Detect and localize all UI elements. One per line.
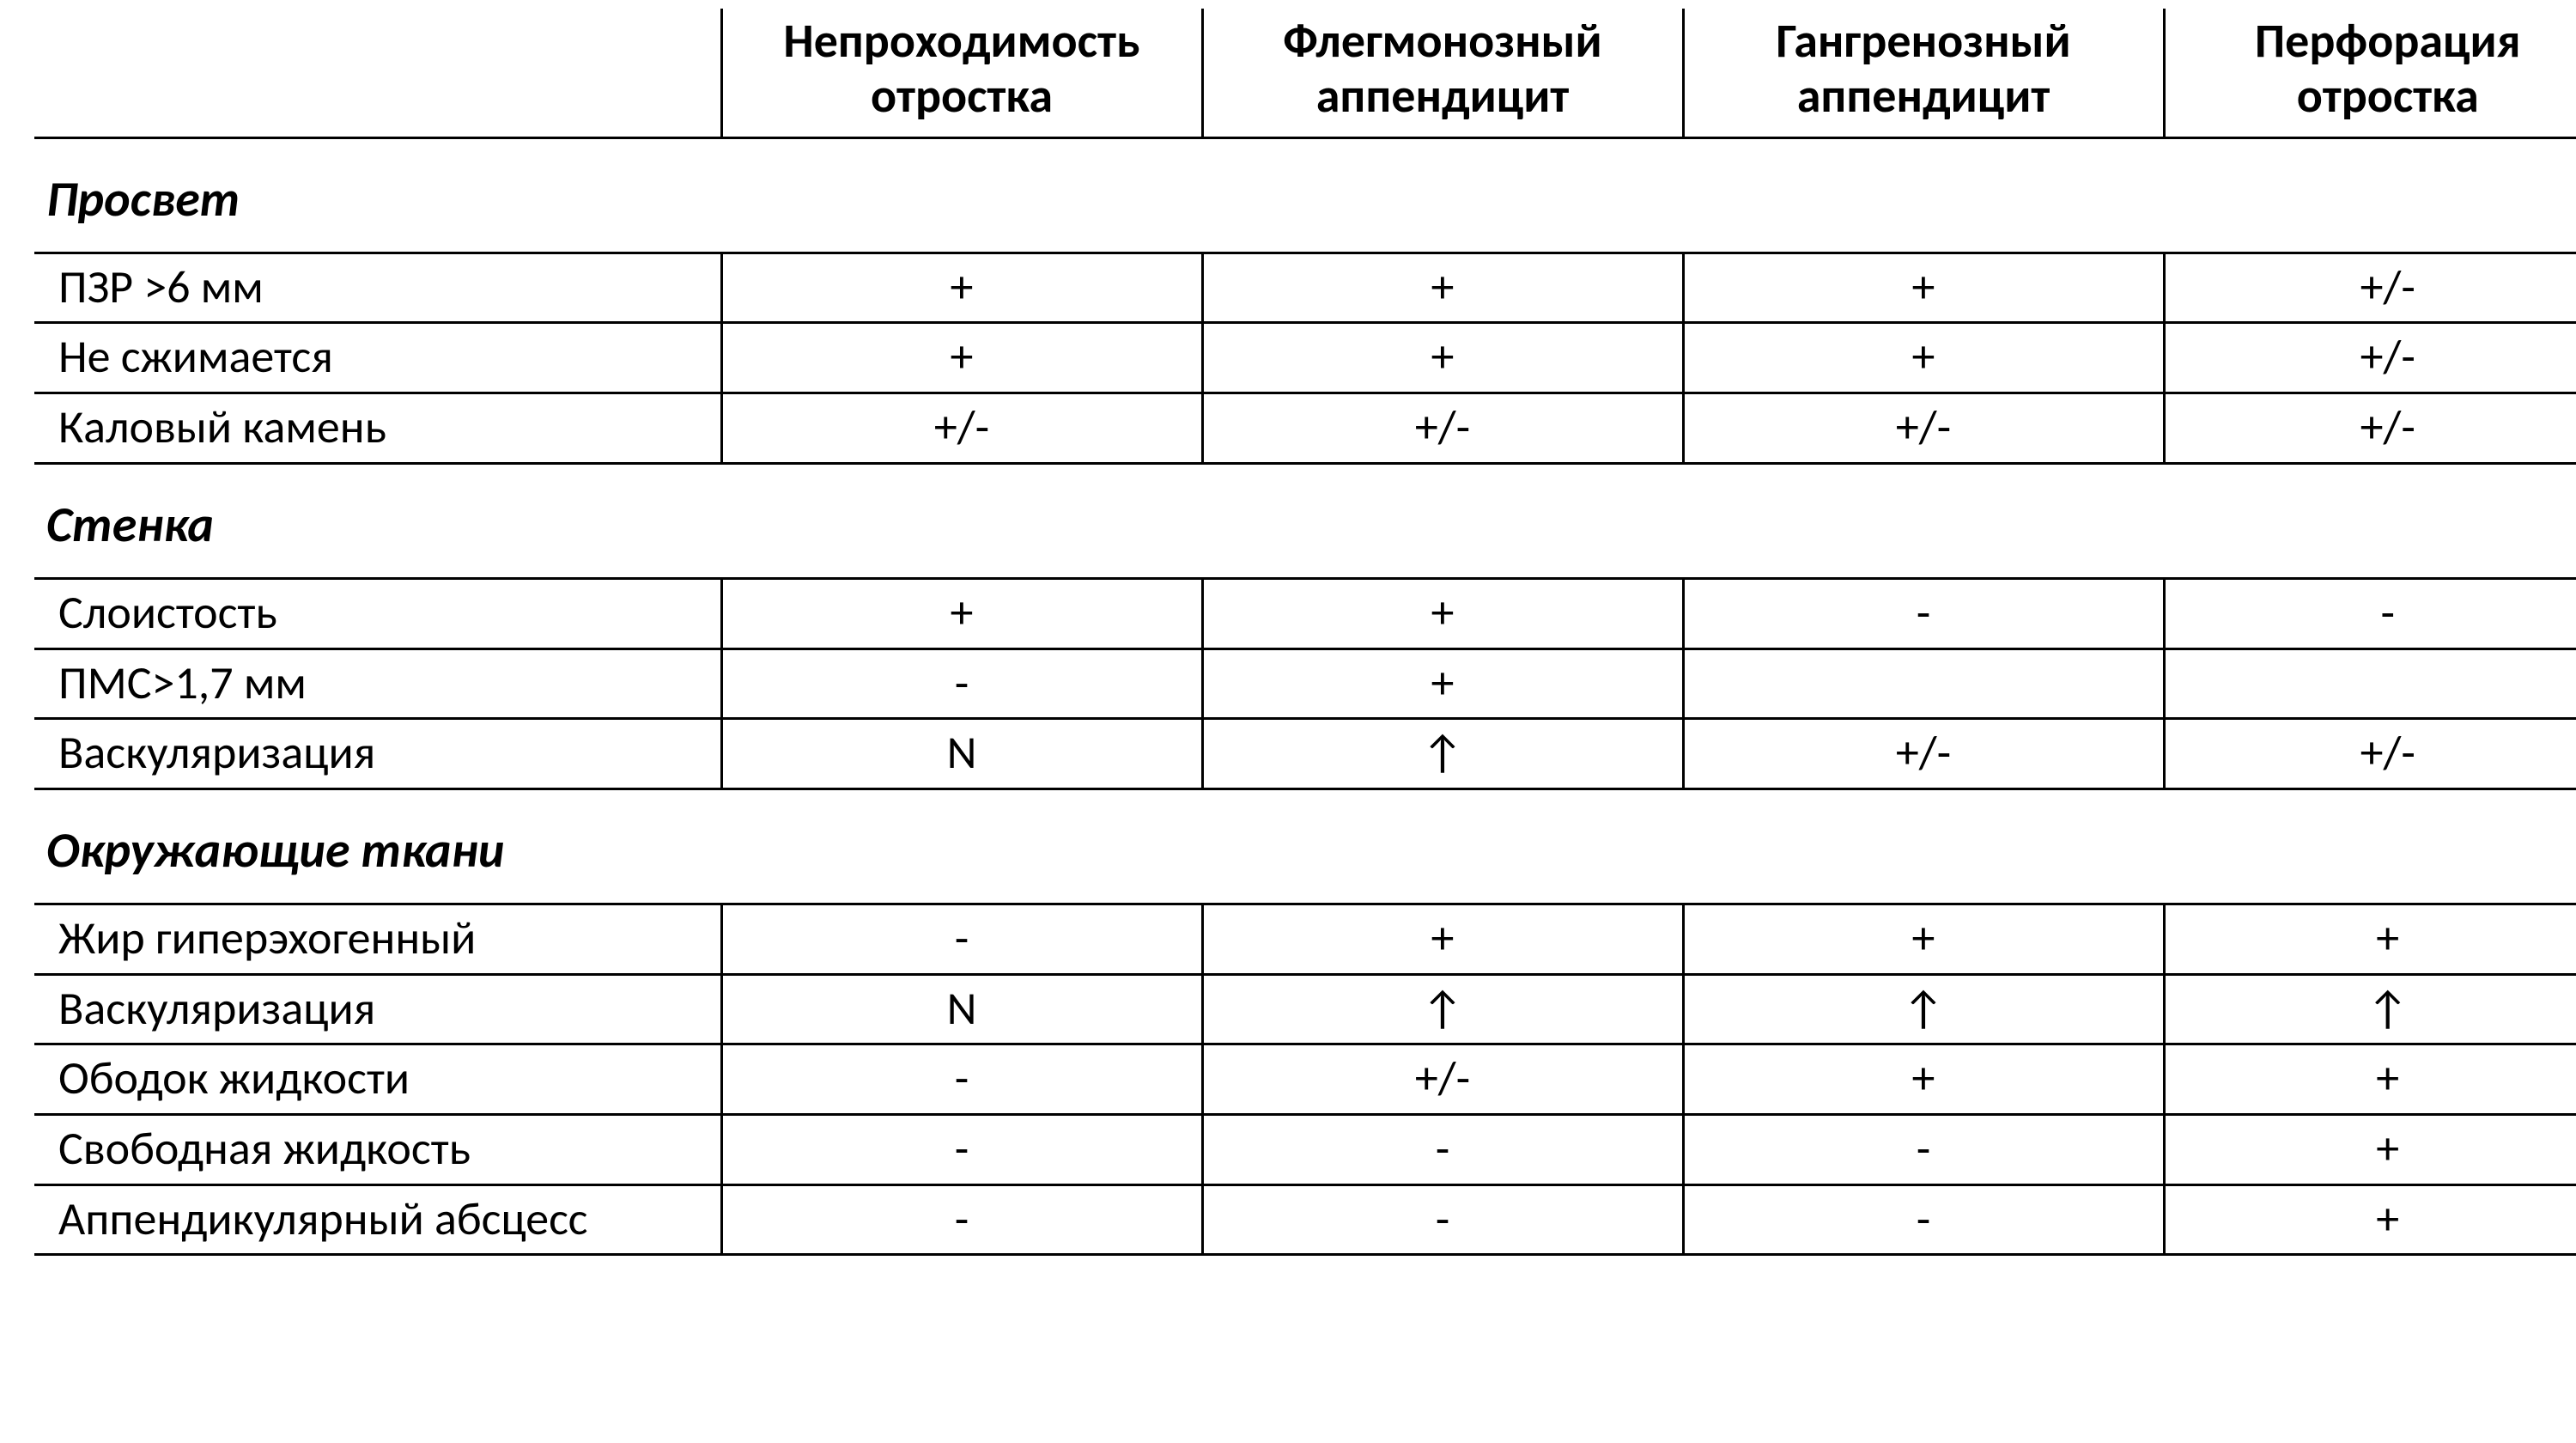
- cell: +: [721, 253, 1202, 323]
- cell: +: [1202, 253, 1683, 323]
- section-row: Просвет: [34, 137, 2576, 253]
- table-header-col-3: Гангренозный аппендицит: [1683, 9, 2164, 137]
- table-row: Каловый камень +/- +/- +/- +/-: [34, 393, 2576, 464]
- cell: +/-: [1683, 393, 2164, 464]
- table-header-col-2: Флегмонозный аппендицит: [1202, 9, 1683, 137]
- cell: ↑: [1683, 974, 2164, 1044]
- section-row: Стенка: [34, 463, 2576, 578]
- up-arrow-icon: ↑: [1903, 980, 1945, 1037]
- cell: -: [721, 1114, 1202, 1184]
- table-header-empty: [34, 9, 721, 137]
- cell: +/-: [1202, 1044, 1683, 1115]
- table-row: Жир гиперэхогенный - + + +: [34, 904, 2576, 974]
- cell: +: [1202, 578, 1683, 648]
- up-arrow-icon: ↑: [1422, 724, 1464, 781]
- section-title: Стенка: [34, 463, 2576, 578]
- row-label: Свободная жидкость: [34, 1114, 721, 1184]
- table-row: Ободок жидкости - +/- + +: [34, 1044, 2576, 1115]
- cell: +: [1683, 1044, 2164, 1115]
- cell: -: [1683, 578, 2164, 648]
- cell: +: [1683, 323, 2164, 393]
- table-row: Свободная жидкость - - - +: [34, 1114, 2576, 1184]
- table-row: Васкуляризация N ↑ +/- +/-: [34, 719, 2576, 789]
- cell: +/-: [721, 393, 1202, 464]
- cell: +: [2164, 1044, 2576, 1115]
- cell: +: [1202, 904, 1683, 974]
- row-label: ПМС>1,7 мм: [34, 648, 721, 719]
- cell: +: [2164, 904, 2576, 974]
- cell: +: [2164, 1114, 2576, 1184]
- cell: -: [721, 904, 1202, 974]
- cell: [2164, 648, 2576, 719]
- cell: ↑: [1202, 974, 1683, 1044]
- cell: +: [1202, 323, 1683, 393]
- cell: +: [721, 578, 1202, 648]
- cell: +/-: [2164, 323, 2576, 393]
- row-label: Не сжимается: [34, 323, 721, 393]
- table-row: Не сжимается + + + +/-: [34, 323, 2576, 393]
- table-header-col-4: Перфорация отростка: [2164, 9, 2576, 137]
- cell: ↑: [2164, 974, 2576, 1044]
- cell: +: [721, 323, 1202, 393]
- cell: N: [721, 974, 1202, 1044]
- cell: +: [2164, 1184, 2576, 1255]
- cell: -: [721, 1044, 1202, 1115]
- section-title: Просвет: [34, 137, 2576, 253]
- table-row: Слоистость + + - -: [34, 578, 2576, 648]
- row-label: Каловый камень: [34, 393, 721, 464]
- cell: +/-: [2164, 719, 2576, 789]
- cell: -: [1202, 1184, 1683, 1255]
- table-header-col-1: Непроходимость отростка: [721, 9, 1202, 137]
- row-label: ПЗР >6 мм: [34, 253, 721, 323]
- cell: -: [1683, 1184, 2164, 1255]
- cell: ↑: [1202, 719, 1683, 789]
- row-label: Аппендикулярный абсцесс: [34, 1184, 721, 1255]
- cell: +/-: [2164, 393, 2576, 464]
- cell: +/-: [2164, 253, 2576, 323]
- section-title: Окружающие ткани: [34, 788, 2576, 904]
- cell: +/-: [1202, 393, 1683, 464]
- row-label: Васкуляризация: [34, 719, 721, 789]
- cell: N: [721, 719, 1202, 789]
- cell: -: [2164, 578, 2576, 648]
- appendicitis-table: Непроходимость отростка Флегмонозный апп…: [34, 9, 2576, 1256]
- section-row: Окружающие ткани: [34, 788, 2576, 904]
- cell: +: [1683, 904, 2164, 974]
- cell: -: [721, 1184, 1202, 1255]
- cell: +: [1202, 648, 1683, 719]
- up-arrow-icon: ↑: [2366, 980, 2409, 1037]
- table-row: Аппендикулярный абсцесс - - - +: [34, 1184, 2576, 1255]
- cell: +: [1683, 253, 2164, 323]
- table-row: ПЗР >6 мм + + + +/-: [34, 253, 2576, 323]
- table-row: ПМС>1,7 мм - +: [34, 648, 2576, 719]
- cell: -: [721, 648, 1202, 719]
- table-container: Непроходимость отростка Флегмонозный апп…: [0, 0, 2576, 1256]
- cell: [1683, 648, 2164, 719]
- table-header-row: Непроходимость отростка Флегмонозный апп…: [34, 9, 2576, 137]
- cell: -: [1202, 1114, 1683, 1184]
- row-label: Жир гиперэхогенный: [34, 904, 721, 974]
- cell: +/-: [1683, 719, 2164, 789]
- row-label: Слоистость: [34, 578, 721, 648]
- up-arrow-icon: ↑: [1422, 980, 1464, 1037]
- cell: -: [1683, 1114, 2164, 1184]
- table-row: Васкуляризация N ↑ ↑ ↑: [34, 974, 2576, 1044]
- row-label: Васкуляризация: [34, 974, 721, 1044]
- row-label: Ободок жидкости: [34, 1044, 721, 1115]
